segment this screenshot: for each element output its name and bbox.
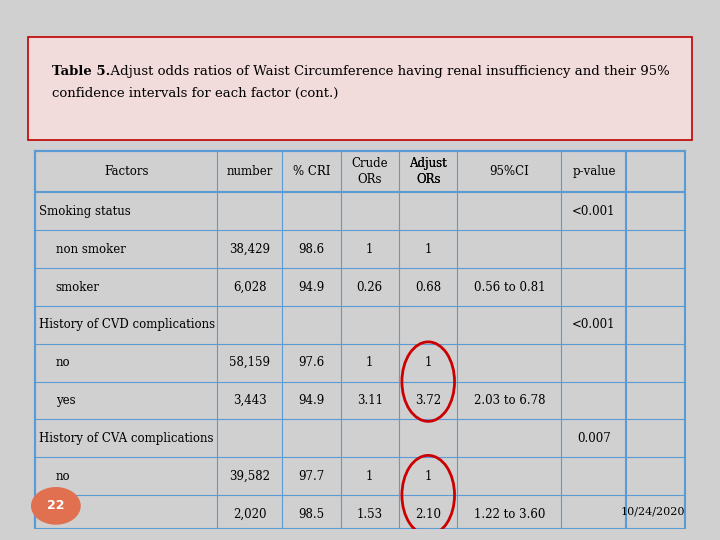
Text: 0.007: 0.007 xyxy=(577,432,611,445)
Text: no: no xyxy=(56,470,71,483)
Text: smoker: smoker xyxy=(56,280,100,294)
Text: <0.001: <0.001 xyxy=(572,205,616,218)
Text: 95%CI: 95%CI xyxy=(490,165,529,178)
Text: 98.5: 98.5 xyxy=(298,508,324,521)
Text: Adjust
ORs: Adjust ORs xyxy=(410,157,447,186)
Text: 97.7: 97.7 xyxy=(298,470,325,483)
Text: 1: 1 xyxy=(425,470,432,483)
Text: Factors: Factors xyxy=(104,165,148,178)
Text: Adjust
ORs: Adjust ORs xyxy=(410,157,447,186)
Text: 3.72: 3.72 xyxy=(415,394,441,407)
Text: 1: 1 xyxy=(425,356,432,369)
Text: 3.11: 3.11 xyxy=(356,394,383,407)
Text: History of CVD complications: History of CVD complications xyxy=(39,319,215,332)
Text: 6,028: 6,028 xyxy=(233,280,266,294)
Text: 10/24/2020: 10/24/2020 xyxy=(621,506,685,516)
Text: confidence intervals for each factor (cont.): confidence intervals for each factor (co… xyxy=(53,87,339,100)
Text: yes: yes xyxy=(56,394,76,407)
Text: 98.6: 98.6 xyxy=(298,242,324,255)
Text: Smoking status: Smoking status xyxy=(39,205,130,218)
Text: 1: 1 xyxy=(425,242,432,255)
Text: yes: yes xyxy=(56,508,76,521)
Text: Adjust odds ratios of Waist Circumference having renal insufficiency and their 9: Adjust odds ratios of Waist Circumferenc… xyxy=(102,65,670,78)
Text: 2,020: 2,020 xyxy=(233,508,266,521)
Text: Table 5.: Table 5. xyxy=(53,65,111,78)
Text: 0.26: 0.26 xyxy=(356,280,383,294)
Text: History of CVA complications: History of CVA complications xyxy=(39,432,213,445)
Circle shape xyxy=(32,488,80,524)
Text: 39,582: 39,582 xyxy=(229,470,270,483)
Text: 22: 22 xyxy=(47,500,65,512)
Text: non smoker: non smoker xyxy=(56,242,126,255)
Text: number: number xyxy=(226,165,273,178)
Text: 1: 1 xyxy=(366,242,374,255)
Text: <0.001: <0.001 xyxy=(572,319,616,332)
Text: 1: 1 xyxy=(366,356,374,369)
Text: 2.10: 2.10 xyxy=(415,508,441,521)
Text: 94.9: 94.9 xyxy=(298,280,325,294)
Text: 0.56 to 0.81: 0.56 to 0.81 xyxy=(474,280,545,294)
Text: 2.03 to 6.78: 2.03 to 6.78 xyxy=(474,394,545,407)
Text: 97.6: 97.6 xyxy=(298,356,325,369)
Text: % CRI: % CRI xyxy=(292,165,330,178)
Text: 38,429: 38,429 xyxy=(229,242,270,255)
Text: 3,443: 3,443 xyxy=(233,394,266,407)
Text: 1.53: 1.53 xyxy=(356,508,383,521)
Text: 0.68: 0.68 xyxy=(415,280,441,294)
Text: no: no xyxy=(56,356,71,369)
Text: Crude
ORs: Crude ORs xyxy=(351,157,388,186)
FancyBboxPatch shape xyxy=(28,37,692,140)
Text: p-value: p-value xyxy=(572,165,616,178)
Text: 58,159: 58,159 xyxy=(229,356,270,369)
Text: 1.22 to 3.60: 1.22 to 3.60 xyxy=(474,508,545,521)
Text: 1: 1 xyxy=(366,470,374,483)
Text: 94.9: 94.9 xyxy=(298,394,325,407)
